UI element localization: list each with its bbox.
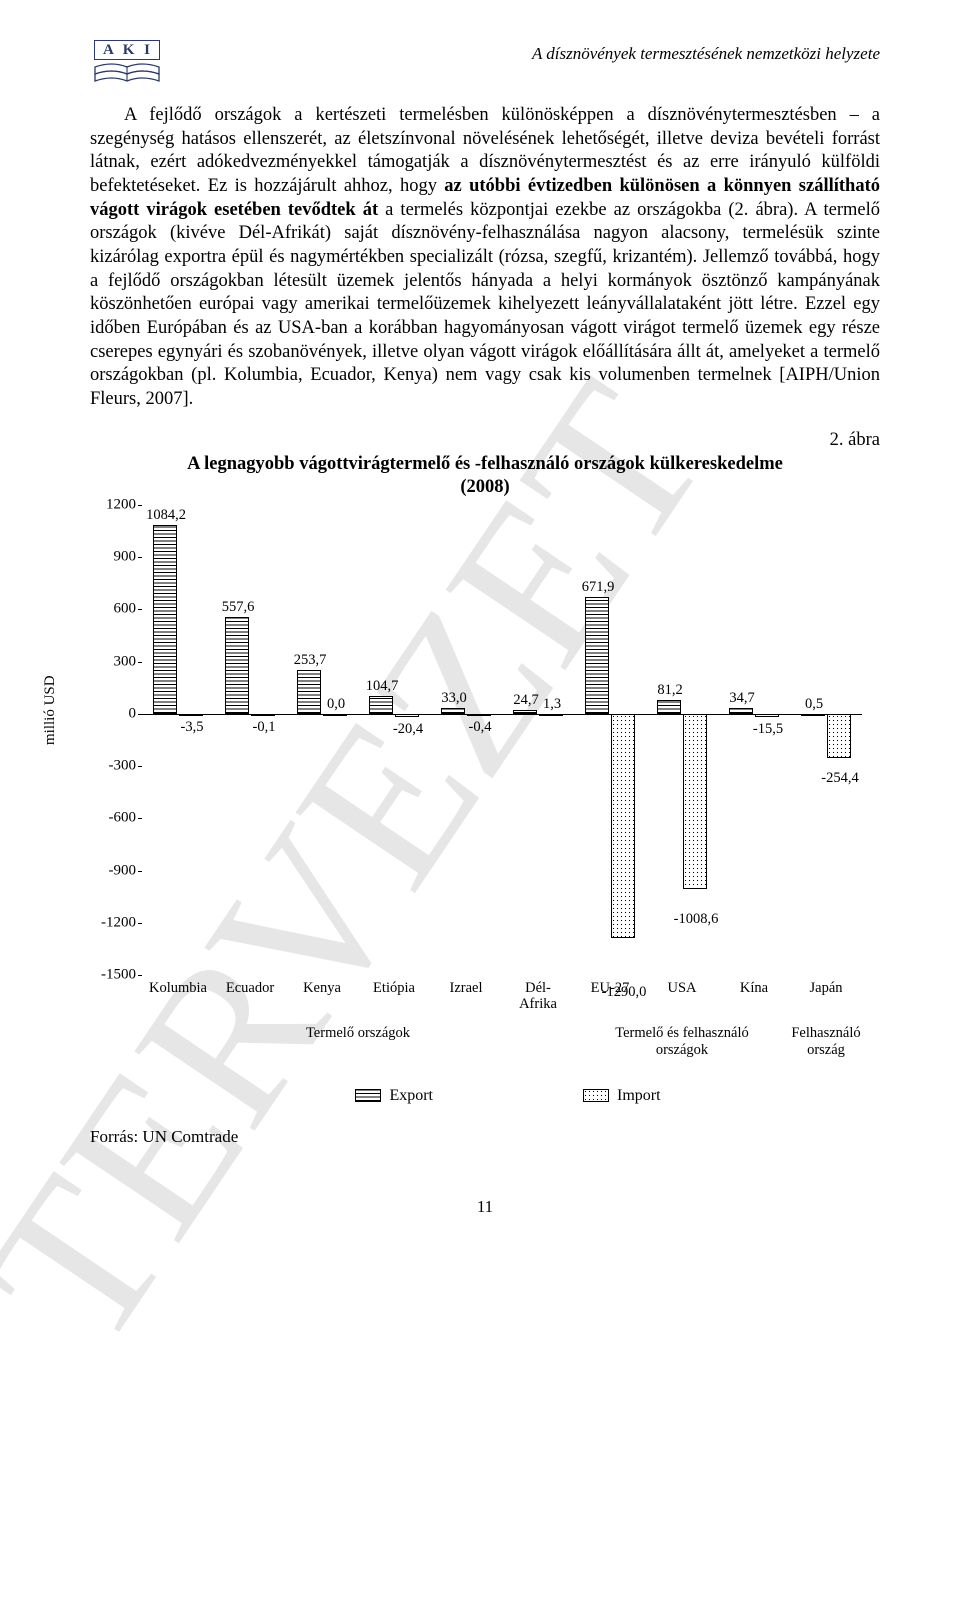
bar-export-label: 34,7 [729,690,754,707]
bar-export-label: 33,0 [441,690,466,707]
legend-import-label: Import [617,1087,661,1105]
bar-export-label: 0,5 [805,696,823,713]
bar-export-label: 1084,2 [146,507,186,524]
bar-export [513,710,537,714]
page-number: 11 [90,1197,880,1217]
bar-import [467,714,491,716]
bar-import-label: -20,4 [393,721,423,738]
bar-export [729,708,753,714]
bar-import [395,714,419,718]
bar-import [755,714,779,717]
bar-import-label: -0,4 [469,719,492,736]
bar-import [827,714,851,758]
y-tick-label: -300 [88,758,136,775]
y-tick-label: 0 [88,705,136,722]
chart-plot-area: 12009006003000-300-600-900-1200-15001084… [142,505,862,975]
y-tick-label: 1200 [88,496,136,513]
group-label: Felhasználóország [791,1025,860,1058]
bar-import [683,714,707,890]
bar-import-label: 1,3 [543,696,561,713]
chart: millió USD 12009006003000-300-600-900-12… [84,505,874,1105]
logo-text: A K I [94,40,160,60]
bar-export-label: 81,2 [657,682,682,699]
page-header: A K I A dísznövények termesztésének nemz… [90,40,880,90]
bar-import-label: 0,0 [327,696,345,713]
bar-export-label: 671,9 [582,579,615,596]
bar-import-label: -15,5 [753,721,783,738]
bar-import-label: -3,5 [181,719,204,736]
bar-import [611,714,635,939]
bar-export [369,696,393,714]
x-category-label: Ecuador [226,981,274,997]
bar-import [539,714,563,716]
y-tick-label: -900 [88,862,136,879]
x-category-label: Kolumbia [149,981,207,997]
bar-import-label: -1008,6 [674,911,719,928]
legend-import: Import [583,1087,661,1105]
x-category-label: Japán [809,981,842,997]
y-axis-label: millió USD [42,675,59,745]
x-category-label: Dél-Afrika [519,981,557,1013]
bar-export [441,708,465,714]
bar-export [153,525,177,714]
logo: A K I [90,40,164,90]
body-paragraph: A fejlődő országok a kertészeti termelés… [90,104,880,412]
bar-export [801,714,825,716]
y-tick-label: 600 [88,601,136,618]
x-category-label: USA [667,981,696,997]
group-label: Termelő országok [306,1025,410,1042]
bar-import-label: -0,1 [253,719,276,736]
bar-import [251,714,275,716]
legend-export-label: Export [389,1087,433,1105]
legend-import-swatch [583,1089,609,1102]
y-tick-label: -600 [88,810,136,827]
bar-import-label: -254,4 [821,770,858,787]
bar-export [297,670,321,714]
bar-export-label: 24,7 [513,692,538,709]
logo-books-icon [92,62,162,84]
bar-export-label: 253,7 [294,652,327,669]
legend-export: Export [355,1087,433,1105]
y-tick-label: 900 [88,549,136,566]
bar-export [585,597,609,714]
x-category-label: EU-27 [591,981,630,997]
legend-export-swatch [355,1089,381,1102]
chart-legend: Export Import [142,1087,874,1105]
bar-export [657,700,681,714]
bar-export-label: 104,7 [366,678,399,695]
running-title: A dísznövények termesztésének nemzetközi… [164,40,880,64]
y-tick-label: -1200 [88,914,136,931]
y-tick-label: -1500 [88,966,136,983]
x-category-label: Izrael [450,981,483,997]
figure-label: 2. ábra [90,430,880,451]
group-label: Termelő és felhasználóországok [615,1025,748,1058]
x-category-label: Etiópia [373,981,415,997]
bar-export [225,617,249,714]
chart-title: A legnagyobb vágottvirágtermelő és -felh… [90,453,880,499]
x-category-label: Kenya [303,981,341,997]
y-tick-label: 300 [88,653,136,670]
bar-export-label: 557,6 [222,599,255,616]
bar-import [323,714,347,716]
chart-source: Forrás: UN Comtrade [90,1127,880,1147]
x-category-label: Kína [740,981,768,997]
bar-import [179,714,203,716]
